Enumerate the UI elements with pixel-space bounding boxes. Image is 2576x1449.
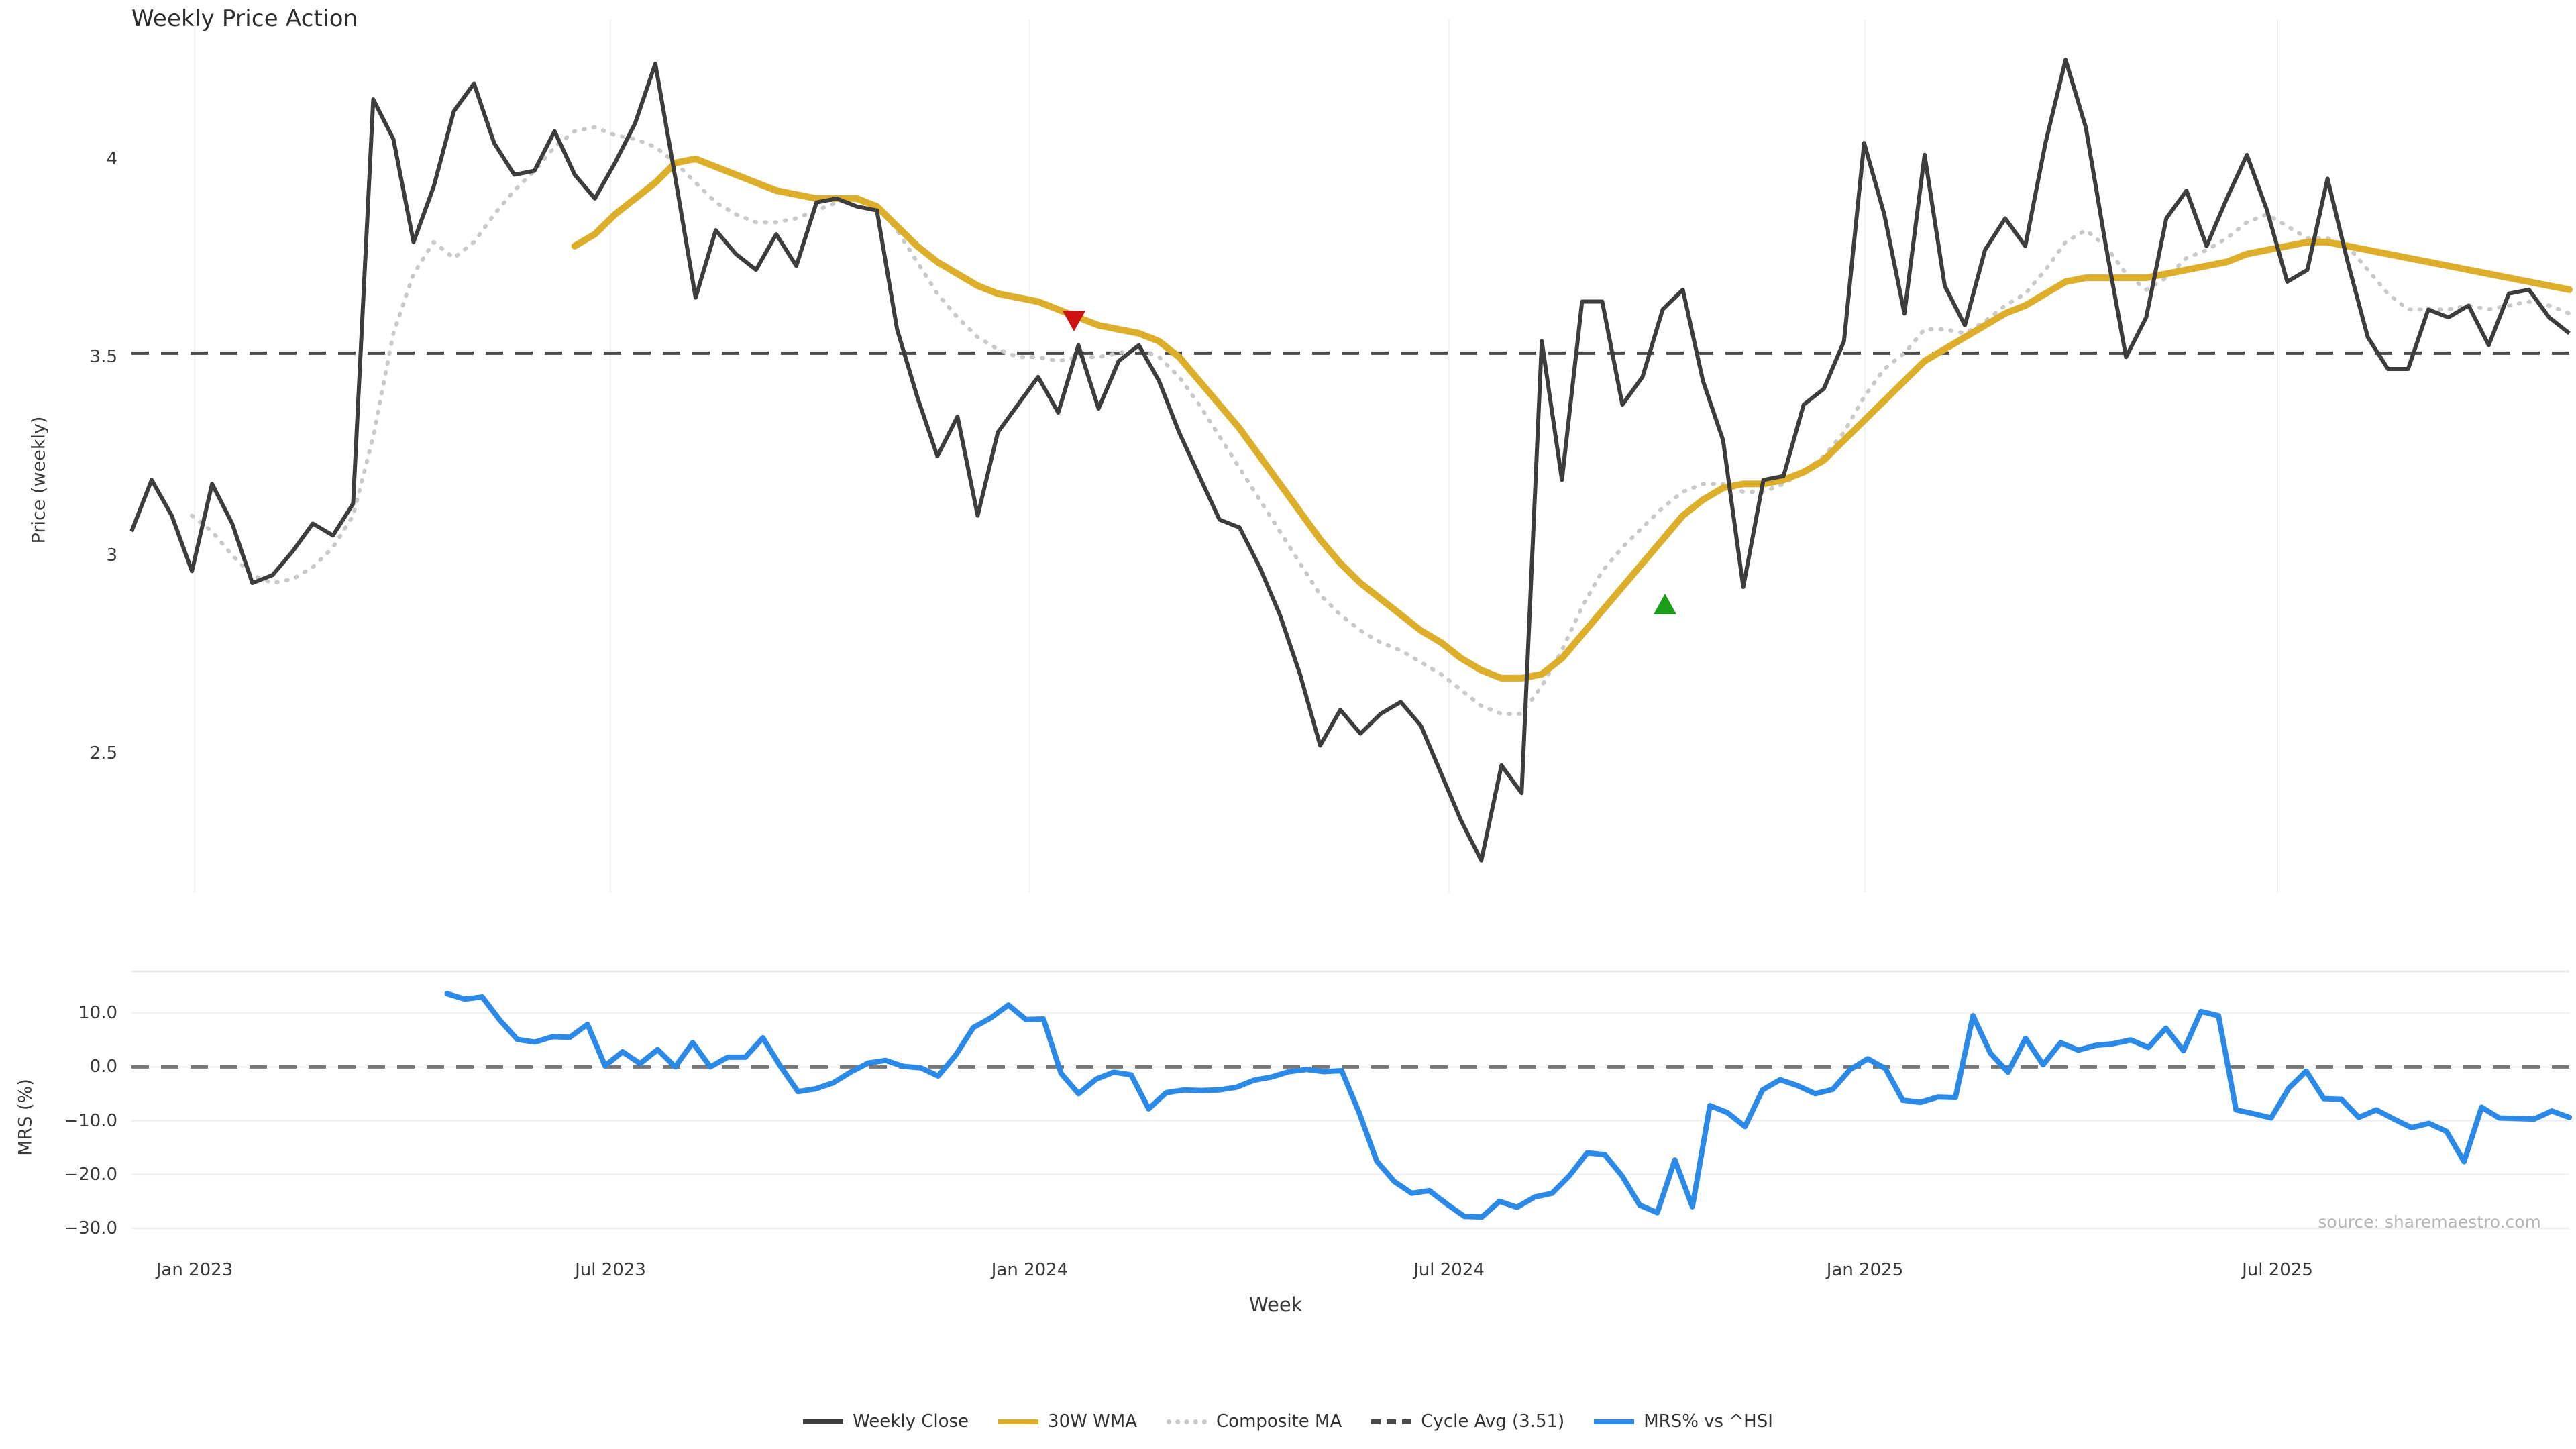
- mrs-line: [444, 991, 2572, 1220]
- sell-marker-icon: [1063, 311, 1085, 331]
- x-axis-label: Week: [1249, 1293, 1303, 1316]
- legend-item-1[interactable]: 30W WMA: [998, 1411, 1137, 1432]
- price-y-tick: 3.5: [89, 347, 117, 368]
- mrs-y-tick: −20.0: [64, 1164, 117, 1185]
- mrs-y-tick: −10.0: [64, 1110, 117, 1131]
- x-tick: Jul 2024: [1413, 1260, 1485, 1280]
- weekly-close-line: [129, 58, 2571, 863]
- mrs-y-tick: 0.0: [89, 1057, 117, 1077]
- wma-30w-line: [571, 155, 2573, 682]
- legend-swatch-icon: [1594, 1419, 1635, 1424]
- legend-label: Cycle Avg (3.51): [1421, 1411, 1565, 1432]
- x-tick: Jul 2023: [575, 1260, 646, 1280]
- legend-swatch-icon: [803, 1419, 844, 1424]
- x-tick: Jul 2025: [2242, 1260, 2313, 1280]
- legend-label: Composite MA: [1216, 1411, 1342, 1432]
- price-y-tick: 2.5: [89, 743, 117, 764]
- legend-item-3[interactable]: Cycle Avg (3.51): [1371, 1411, 1564, 1432]
- x-tick: Jan 2024: [991, 1260, 1069, 1280]
- mrs-y-tick: 10.0: [78, 1003, 117, 1024]
- price-y-tick: 3: [106, 545, 117, 566]
- page-title: Weekly Price Action: [131, 5, 358, 32]
- buy-marker-icon: [1654, 594, 1676, 614]
- legend-label: MRS% vs ^HSI: [1644, 1411, 1773, 1432]
- legend-label: Weekly Close: [853, 1411, 969, 1432]
- legend-item-4[interactable]: MRS% vs ^HSI: [1594, 1411, 1773, 1432]
- mrs-y-tick: −30.0: [64, 1218, 117, 1238]
- legend-item-2[interactable]: Composite MA: [1167, 1411, 1342, 1432]
- price-chart-plot: [129, 20, 2573, 892]
- legend-swatch-icon: [998, 1419, 1039, 1424]
- legend-swatch-icon: [1371, 1419, 1412, 1424]
- price-y-tick: 4: [106, 148, 117, 169]
- source-note: source: sharemaestro.com: [2318, 1212, 2542, 1232]
- x-tick: Jan 2025: [1826, 1260, 1904, 1280]
- legend-label: 30W WMA: [1048, 1411, 1138, 1432]
- legend-item-0[interactable]: Weekly Close: [803, 1411, 969, 1432]
- legend-swatch-icon: [1167, 1419, 1208, 1424]
- x-tick: Jan 2023: [156, 1260, 233, 1280]
- chart-legend: Weekly Close 30W WMA Composite MA Cycle Avg…: [0, 1411, 2576, 1432]
